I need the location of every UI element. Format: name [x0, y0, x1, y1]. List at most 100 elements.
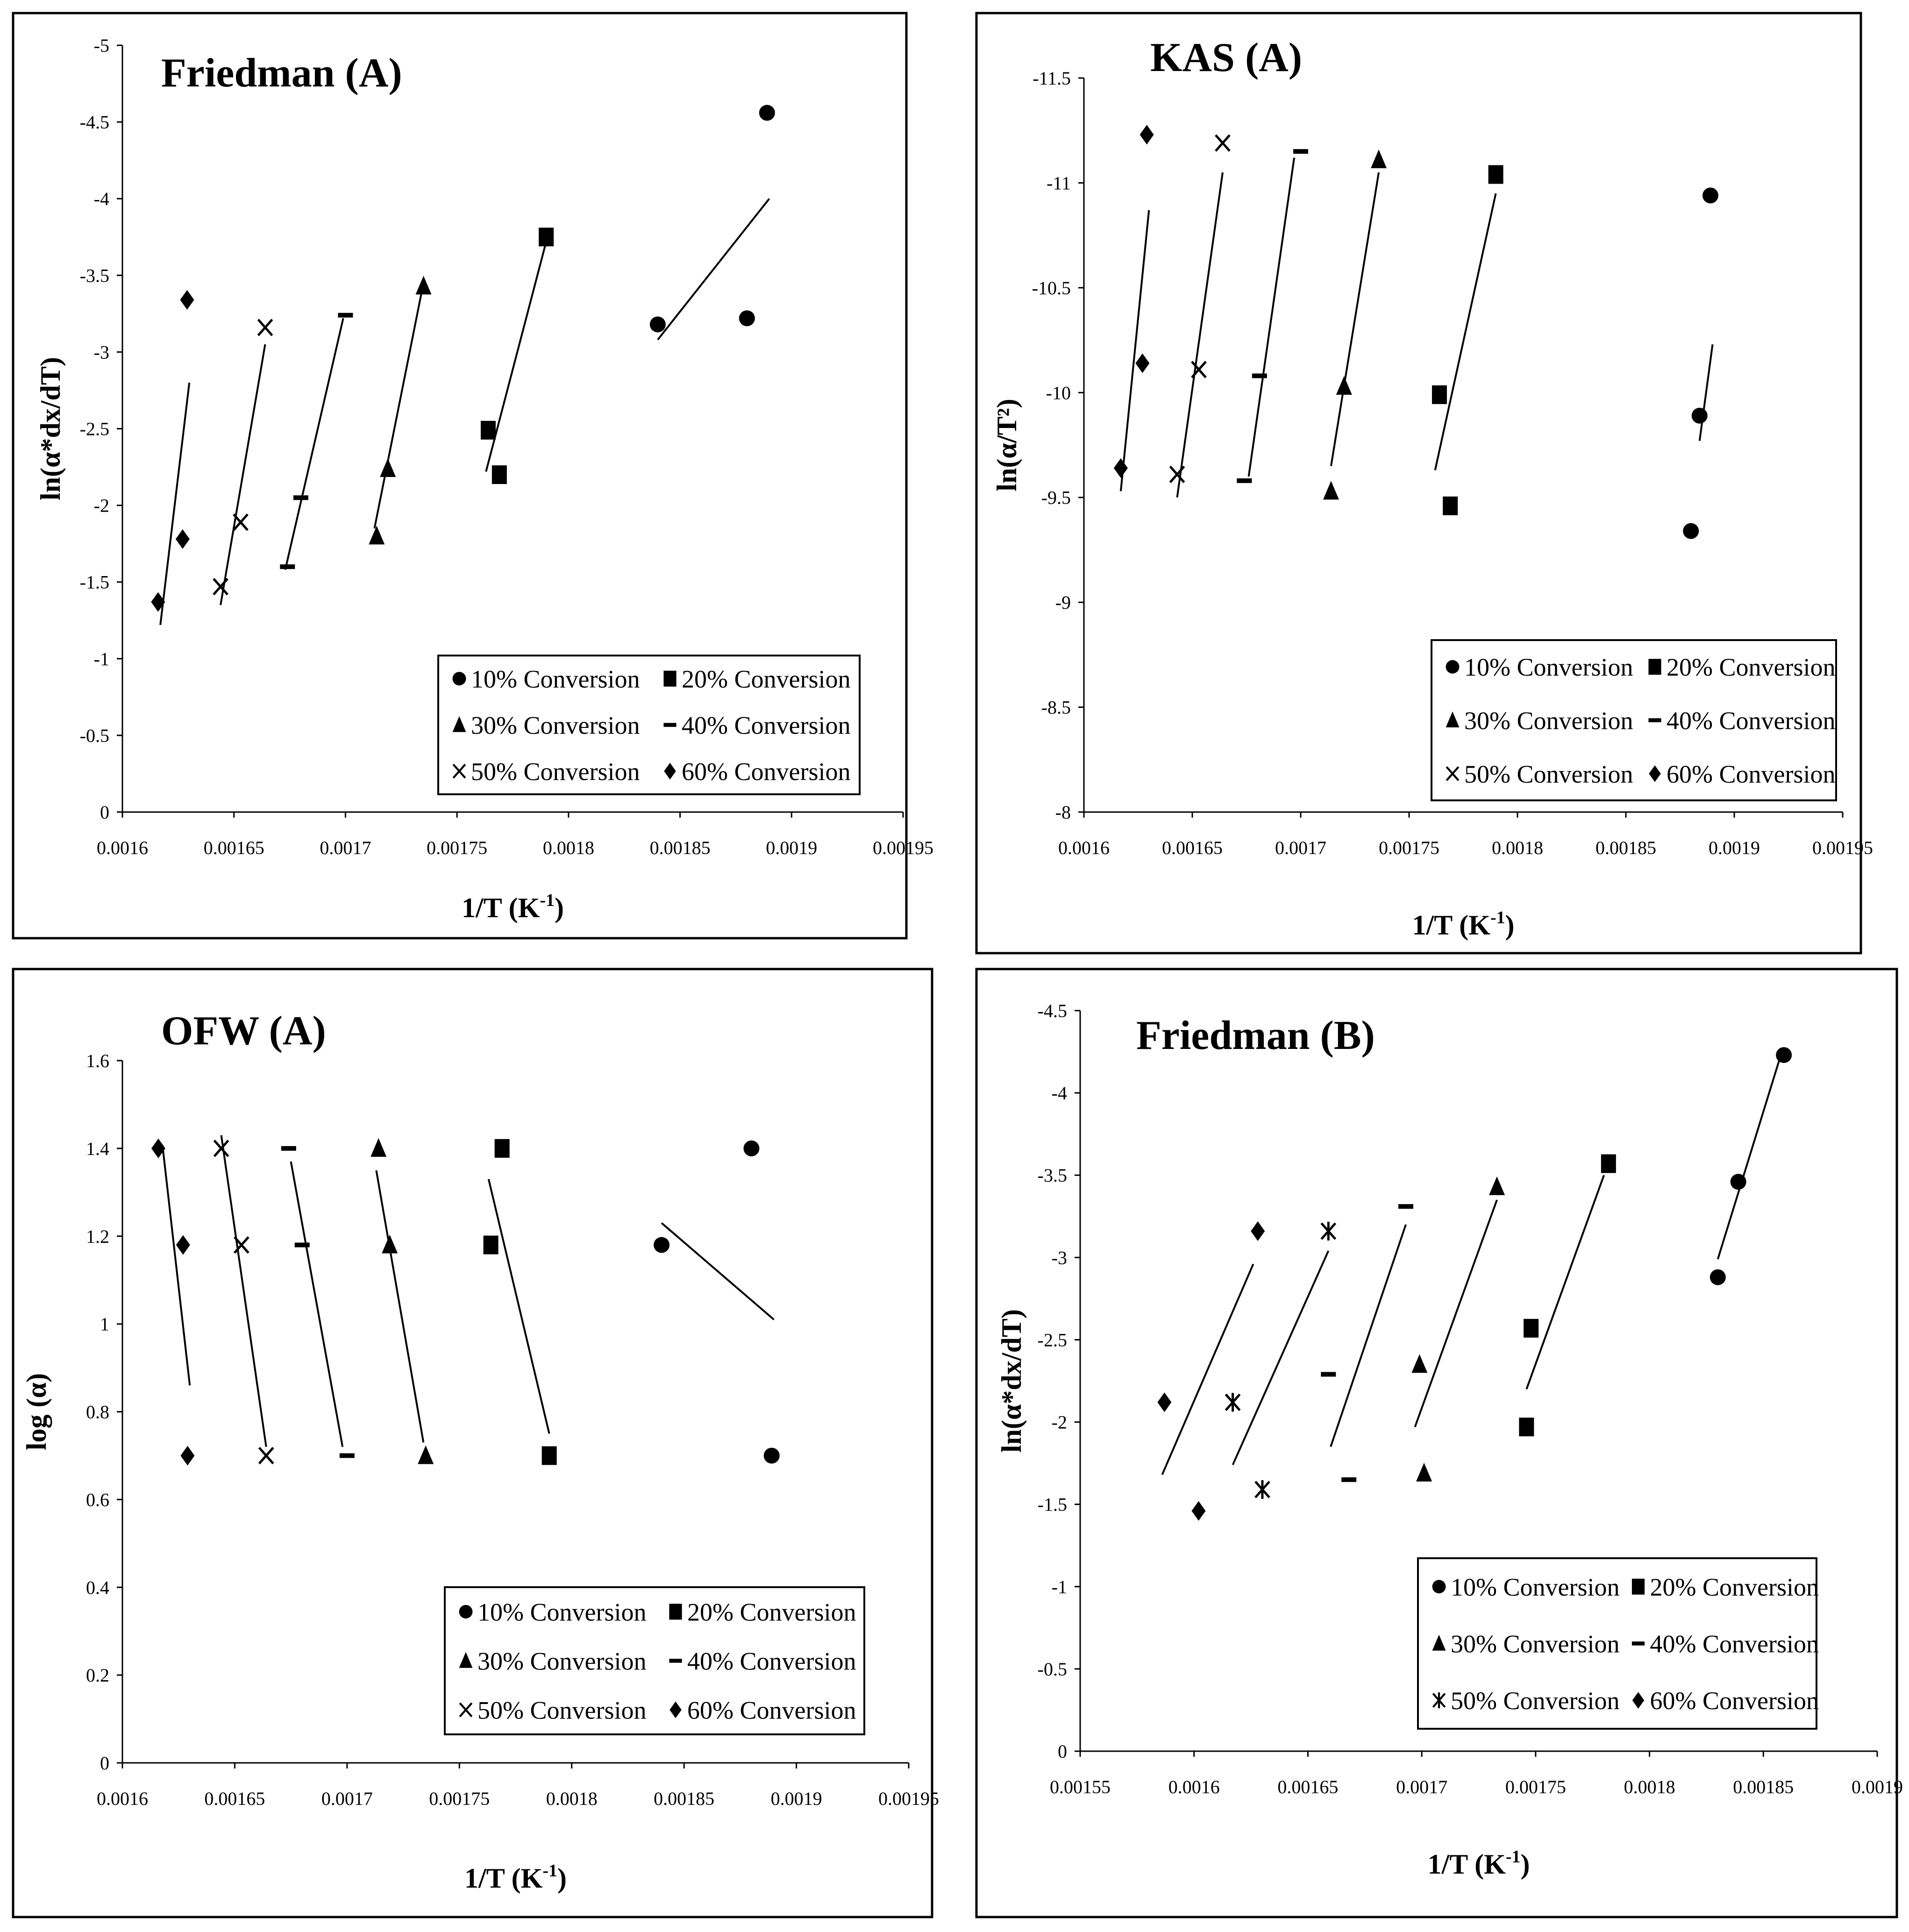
trend-line — [1161, 1263, 1254, 1476]
chart-panel-2: -8 -8.5 -9 -9.5 -10 -10.5 -11 -11.5 0.0016 0.0016… — [975, 12, 1873, 955]
trend-line — [487, 1179, 550, 1434]
y-tick-label: -3.5 — [80, 265, 109, 286]
series-2 — [1519, 1154, 1616, 1437]
trend-line — [162, 1148, 191, 1386]
trend-line — [1232, 1250, 1330, 1465]
trend-line — [375, 1170, 425, 1443]
data-point — [175, 529, 190, 549]
series-3 — [369, 276, 432, 545]
data-point — [494, 1139, 510, 1158]
trend-line — [1414, 1199, 1498, 1427]
legend-marker — [1631, 1578, 1645, 1595]
legend-label: 30% Conversion — [477, 1647, 646, 1675]
y-tick-label: 0 — [1058, 1741, 1067, 1762]
legend-marker — [1432, 1580, 1446, 1594]
legend-label: 30% Conversion — [1451, 1630, 1619, 1658]
data-point — [739, 310, 755, 327]
chart-panel-1: 0 -0.5 -1 -1.5 -2 -2.5 -3 -3.5 -4 -4.5 -5 0.0016 0.0… — [12, 12, 933, 940]
trend-line — [284, 318, 344, 570]
legend-box — [1417, 1557, 1817, 1730]
legend-marker — [670, 1701, 682, 1718]
data-point — [1157, 1392, 1172, 1412]
data-point — [1730, 1174, 1746, 1190]
series-3 — [370, 1138, 434, 1464]
series-2 — [1432, 165, 1503, 515]
x-tick-label: 0.00175 — [427, 837, 487, 858]
x-tick-label: 0.00185 — [1596, 837, 1656, 858]
legend-label: 40% Conversion — [687, 1647, 856, 1675]
data-point — [1225, 1393, 1241, 1412]
x-axis-label-superscript: -1 — [1506, 1847, 1521, 1867]
x-tick-label: 0.00195 — [873, 837, 933, 858]
data-point — [1113, 458, 1128, 478]
chart-frame — [12, 968, 933, 1918]
data-point — [1683, 523, 1699, 539]
series-4 — [1237, 149, 1308, 483]
trend-line — [1176, 172, 1224, 498]
x-axis-label-text: 1/T (K — [1428, 1849, 1506, 1880]
trend-line — [1330, 1224, 1407, 1447]
data-point — [1443, 496, 1458, 515]
y-tick-label: -2 — [1052, 1412, 1067, 1433]
data-point — [649, 316, 666, 333]
x-tick-label: 0.0017 — [321, 1788, 373, 1809]
legend-label: 60% Conversion — [1667, 760, 1835, 788]
data-point — [258, 1447, 274, 1465]
chart-frame — [975, 12, 1862, 955]
legend-box — [437, 655, 861, 795]
y-tick-label: 0.4 — [86, 1577, 109, 1598]
legend-label: 10% Conversion — [471, 665, 640, 693]
legend: 10% Conversion 20% Conversion 30% Conversi… — [444, 1586, 865, 1735]
series-4 — [280, 313, 353, 570]
y-tick-label: -8.5 — [1041, 697, 1071, 718]
data-point — [491, 465, 507, 484]
legend-label: 10% Conversion — [1464, 653, 1633, 681]
x-axis-label: 1/T (K-1) — [462, 891, 564, 923]
x-axis-label-text: 1/T (K — [464, 1863, 543, 1894]
legend-label: 60% Conversion — [687, 1697, 856, 1725]
y-tick-label: -3.5 — [1038, 1165, 1067, 1186]
trend-line — [1698, 344, 1714, 441]
legend-label: 40% Conversion — [1650, 1630, 1819, 1658]
y-tick-label: -4.5 — [1038, 1000, 1067, 1021]
series-1 — [654, 1140, 780, 1464]
chart-title: Friedman (B) — [1136, 1013, 1375, 1058]
legend-marker — [1446, 711, 1460, 727]
series-5 — [1169, 134, 1231, 498]
y-tick-label: 0 — [100, 1753, 109, 1774]
y-tick-label: 0.6 — [86, 1489, 109, 1510]
legend-marker — [1648, 659, 1661, 675]
x-tick-label: 0.0018 — [1624, 1776, 1675, 1797]
legend-marker — [669, 1659, 682, 1663]
legend-marker — [459, 1702, 473, 1718]
x-tick-label: 0.0016 — [1058, 837, 1110, 858]
y-tick-label: -8 — [1055, 802, 1071, 823]
x-tick-label: 0.0017 — [1396, 1776, 1447, 1797]
chart-title: KAS (A) — [1150, 35, 1302, 80]
series-2 — [483, 1139, 557, 1465]
data-point — [759, 105, 775, 121]
data-point — [180, 1446, 195, 1466]
legend: 10% Conversion 20% Conversion 30% Conversi… — [437, 655, 861, 795]
legend-label: 50% Conversion — [1451, 1687, 1619, 1715]
legend-marker — [459, 1652, 473, 1668]
x-tick-label: 0.00195 — [878, 1788, 939, 1809]
legend: 10% Conversion 20% Conversion 30% Conversi… — [1417, 1557, 1819, 1730]
data-point — [654, 1237, 670, 1253]
series-1 — [649, 105, 775, 341]
legend-marker — [664, 763, 676, 780]
data-point — [370, 1138, 387, 1157]
x-tick-label: 0.00155 — [1050, 1776, 1111, 1797]
data-point — [418, 1445, 434, 1464]
data-point — [763, 1447, 780, 1464]
data-point — [1416, 1462, 1432, 1482]
data-point — [1371, 150, 1387, 169]
data-point — [382, 1234, 398, 1254]
x-axis-label-end: ) — [1505, 910, 1514, 941]
x-axis-label-text: 1/T (K — [462, 892, 540, 923]
data-point — [1169, 465, 1185, 483]
legend-label: 40% Conversion — [1667, 707, 1835, 735]
x-tick-label: 0.00175 — [1379, 837, 1439, 858]
data-point — [1488, 165, 1503, 184]
series-1 — [1683, 187, 1718, 539]
